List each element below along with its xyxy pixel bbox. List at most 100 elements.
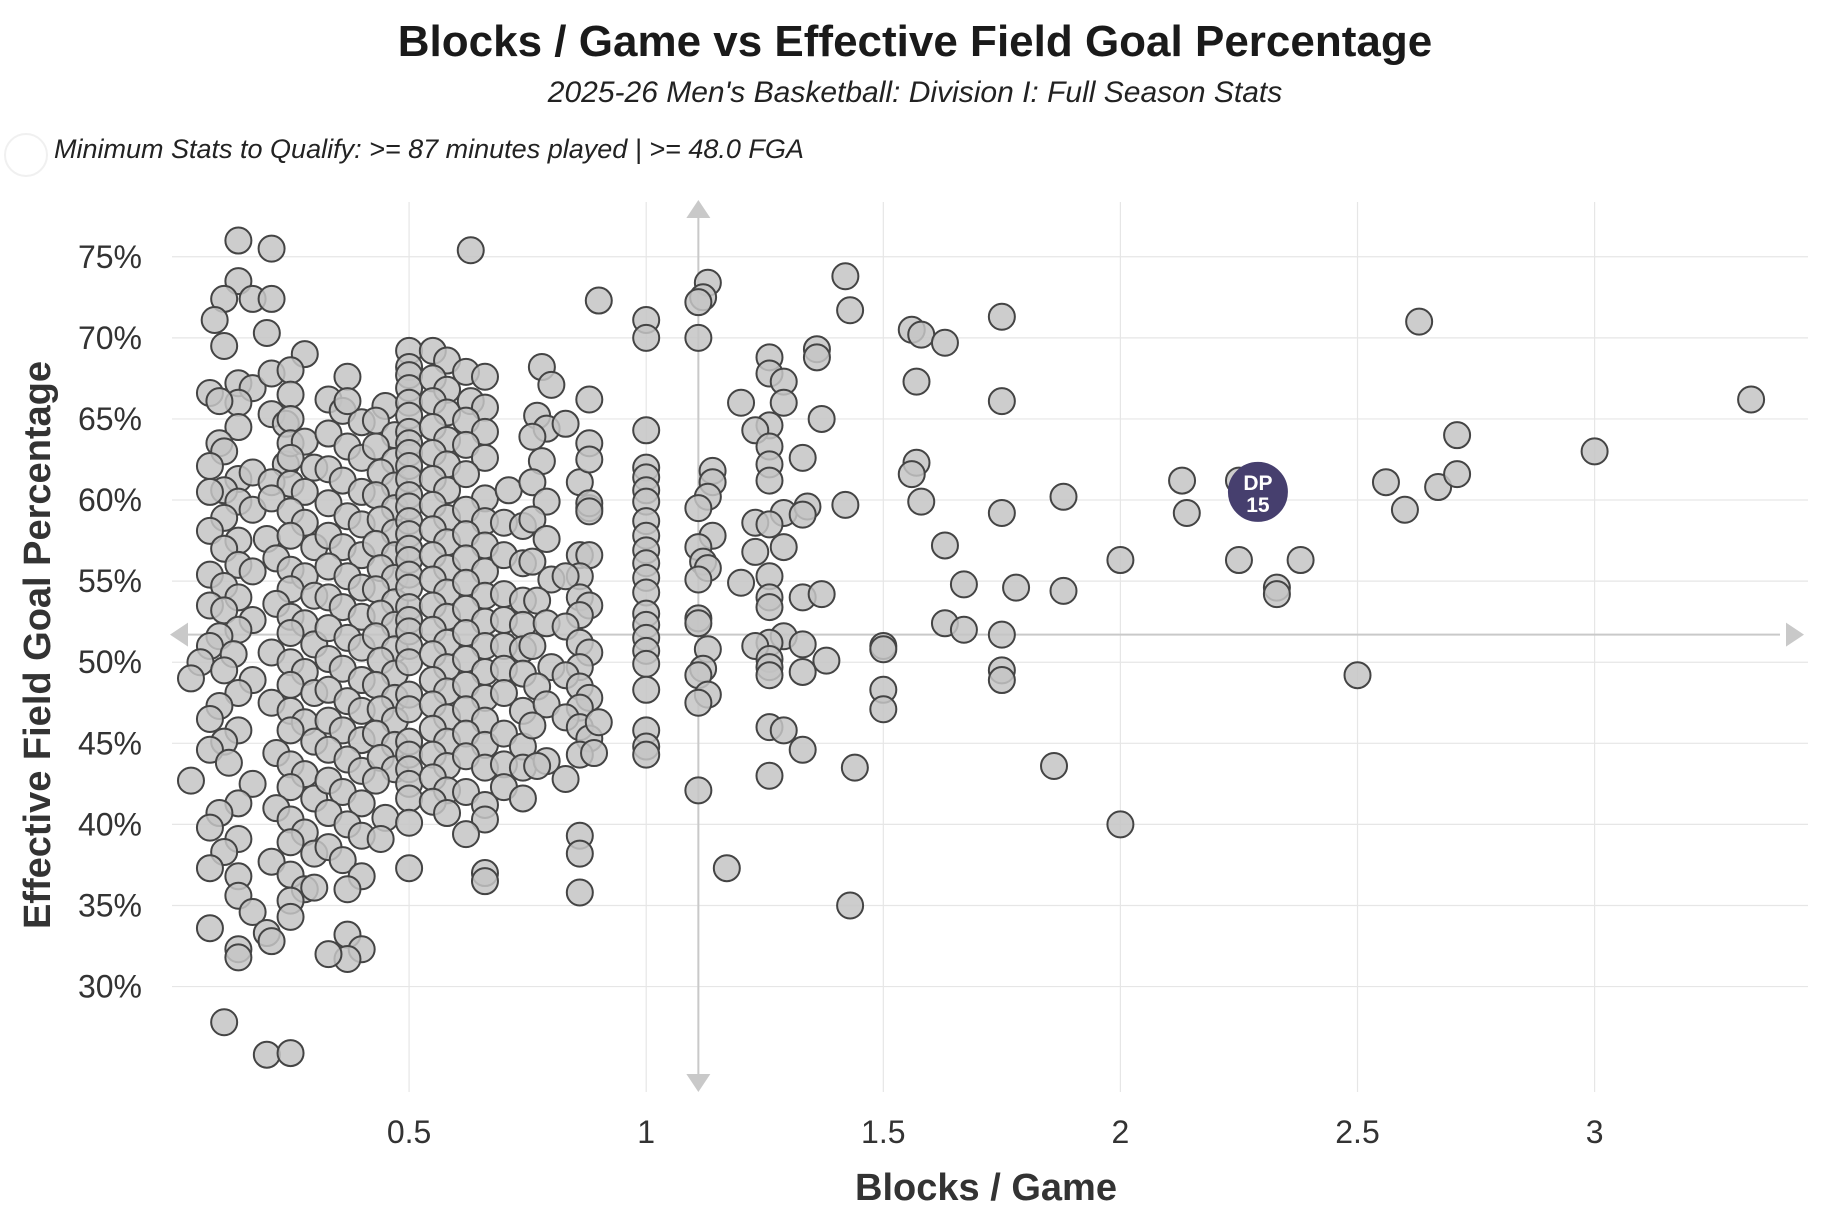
- data-point[interactable]: [395, 784, 424, 813]
- data-point[interactable]: [195, 854, 224, 883]
- data-point[interactable]: [1424, 473, 1453, 502]
- data-point[interactable]: [755, 761, 784, 790]
- data-point[interactable]: [930, 328, 959, 357]
- data-point[interactable]: [788, 443, 817, 472]
- data-point[interactable]: [1390, 495, 1419, 524]
- data-point[interactable]: [727, 388, 756, 417]
- data-point[interactable]: [836, 296, 865, 325]
- data-point[interactable]: [276, 1039, 305, 1068]
- data-point[interactable]: [532, 524, 561, 553]
- data-point[interactable]: [788, 630, 817, 659]
- data-point[interactable]: [210, 331, 239, 360]
- data-point[interactable]: [869, 695, 898, 724]
- data-point[interactable]: [769, 388, 798, 417]
- data-point[interactable]: [276, 380, 305, 409]
- data-point[interactable]: [276, 716, 305, 745]
- data-point[interactable]: [949, 570, 978, 599]
- data-point[interactable]: [802, 343, 831, 372]
- data-point[interactable]: [788, 657, 817, 686]
- data-point[interactable]: [489, 679, 518, 708]
- data-point[interactable]: [575, 497, 604, 526]
- data-point[interactable]: [831, 262, 860, 291]
- data-point[interactable]: [755, 593, 784, 622]
- data-point[interactable]: [1224, 546, 1253, 575]
- data-point[interactable]: [314, 489, 343, 518]
- data-point[interactable]: [632, 649, 661, 678]
- data-point[interactable]: [1580, 437, 1609, 466]
- highlight-point[interactable]: [1227, 461, 1288, 522]
- data-point[interactable]: [684, 288, 713, 317]
- data-point[interactable]: [632, 416, 661, 445]
- data-point[interactable]: [433, 799, 462, 828]
- data-point[interactable]: [565, 839, 594, 868]
- data-point[interactable]: [470, 443, 499, 472]
- data-point[interactable]: [210, 1008, 239, 1037]
- data-point[interactable]: [470, 362, 499, 391]
- data-point[interactable]: [580, 739, 609, 768]
- data-point[interactable]: [1002, 573, 1031, 602]
- data-point[interactable]: [1443, 421, 1472, 450]
- data-point[interactable]: [741, 537, 770, 566]
- data-point[interactable]: [632, 323, 661, 352]
- data-point[interactable]: [333, 387, 362, 416]
- data-point[interactable]: [508, 784, 537, 813]
- data-point[interactable]: [257, 284, 286, 313]
- data-point[interactable]: [755, 510, 784, 539]
- data-point[interactable]: [257, 234, 286, 263]
- data-point[interactable]: [1106, 546, 1135, 575]
- data-point[interactable]: [788, 500, 817, 529]
- data-point[interactable]: [518, 468, 547, 497]
- data-point[interactable]: [395, 854, 424, 883]
- data-point[interactable]: [238, 769, 267, 798]
- data-point[interactable]: [366, 824, 395, 853]
- data-point[interactable]: [252, 318, 281, 347]
- data-point[interactable]: [224, 226, 253, 255]
- data-point[interactable]: [214, 748, 243, 777]
- data-point[interactable]: [518, 547, 547, 576]
- data-point[interactable]: [565, 878, 594, 907]
- data-point[interactable]: [684, 323, 713, 352]
- data-point[interactable]: [276, 404, 305, 433]
- data-point[interactable]: [769, 716, 798, 745]
- data-point[interactable]: [840, 753, 869, 782]
- data-point[interactable]: [755, 661, 784, 690]
- data-point[interactable]: [276, 619, 305, 648]
- data-point[interactable]: [575, 445, 604, 474]
- data-point[interactable]: [195, 735, 224, 764]
- data-point[interactable]: [252, 1040, 281, 1069]
- data-point[interactable]: [200, 306, 229, 335]
- data-point[interactable]: [518, 632, 547, 660]
- data-point[interactable]: [897, 460, 926, 489]
- data-point[interactable]: [1371, 468, 1400, 497]
- data-point[interactable]: [930, 531, 959, 560]
- data-point[interactable]: [470, 805, 499, 834]
- data-point[interactable]: [987, 387, 1016, 416]
- data-point[interactable]: [224, 679, 253, 708]
- data-point[interactable]: [831, 490, 860, 519]
- data-point[interactable]: [470, 867, 499, 896]
- data-point[interactable]: [987, 302, 1016, 331]
- data-point[interactable]: [1343, 661, 1372, 690]
- data-point[interactable]: [395, 695, 424, 724]
- data-point[interactable]: [869, 635, 898, 664]
- data-point[interactable]: [333, 875, 362, 904]
- data-point[interactable]: [314, 419, 343, 448]
- data-point[interactable]: [195, 451, 224, 480]
- data-point[interactable]: [532, 690, 561, 719]
- data-point[interactable]: [551, 764, 580, 793]
- data-point[interactable]: [1168, 466, 1197, 495]
- data-point[interactable]: [257, 927, 286, 956]
- data-point[interactable]: [727, 568, 756, 597]
- data-point[interactable]: [210, 656, 239, 685]
- data-point[interactable]: [238, 897, 267, 926]
- data-point[interactable]: [176, 664, 205, 693]
- data-point[interactable]: [769, 533, 798, 562]
- data-point[interactable]: [551, 409, 580, 438]
- data-point[interactable]: [1737, 385, 1766, 414]
- data-point[interactable]: [452, 820, 481, 849]
- data-point[interactable]: [836, 891, 865, 920]
- data-point[interactable]: [494, 476, 523, 505]
- data-point[interactable]: [1049, 576, 1078, 605]
- data-point[interactable]: [395, 808, 424, 837]
- data-point[interactable]: [276, 773, 305, 802]
